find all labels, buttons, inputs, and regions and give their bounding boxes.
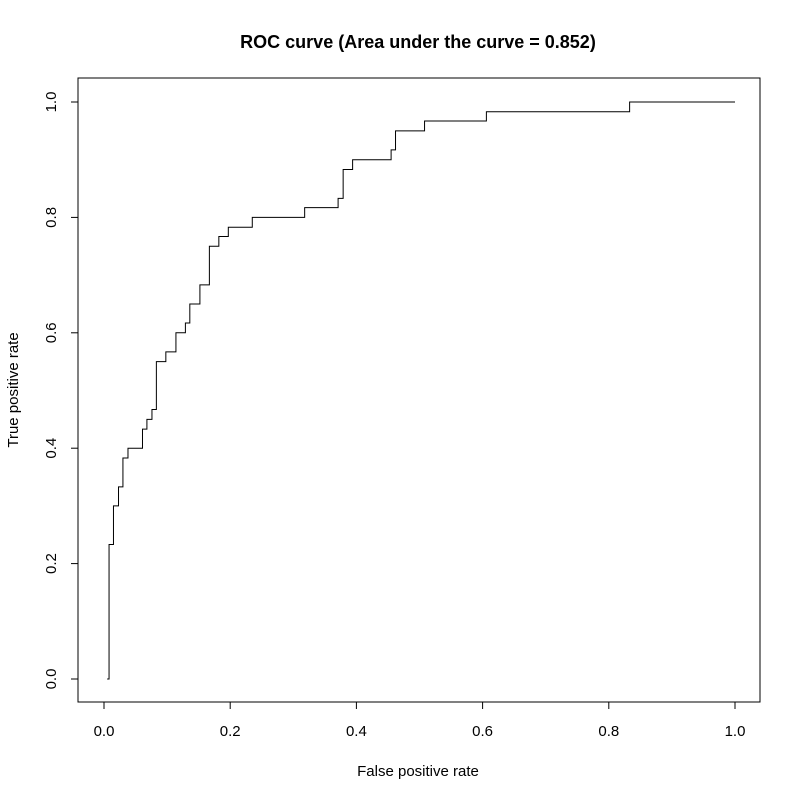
y-tick-label: 0.4 (43, 438, 60, 459)
y-axis-label: True positive rate (5, 332, 22, 447)
x-tick-label: 0.8 (598, 723, 619, 740)
x-axis: 0.0 0.2 0.4 0.6 0.8 1.0 (94, 702, 746, 740)
y-tick-label: 1.0 (43, 92, 60, 113)
y-axis: 0.0 0.2 0.4 0.6 0.8 1.0 (43, 92, 78, 690)
y-tick-label: 0.6 (43, 322, 60, 343)
x-tick-label: 0.0 (94, 723, 115, 740)
x-tick-label: 0.2 (220, 723, 241, 740)
y-tick-label: 0.2 (43, 553, 60, 574)
x-tick-label: 1.0 (725, 723, 746, 740)
y-tick-label: 0.0 (43, 669, 60, 690)
plot-frame (77, 77, 761, 703)
y-tick-label: 0.8 (43, 207, 60, 228)
chart-title: ROC curve (Area under the curve = 0.852) (240, 32, 596, 52)
roc-curve-line (107, 101, 735, 680)
x-axis-label: False positive rate (357, 763, 479, 780)
x-tick-label: 0.4 (346, 723, 367, 740)
x-tick-label: 0.6 (472, 723, 493, 740)
